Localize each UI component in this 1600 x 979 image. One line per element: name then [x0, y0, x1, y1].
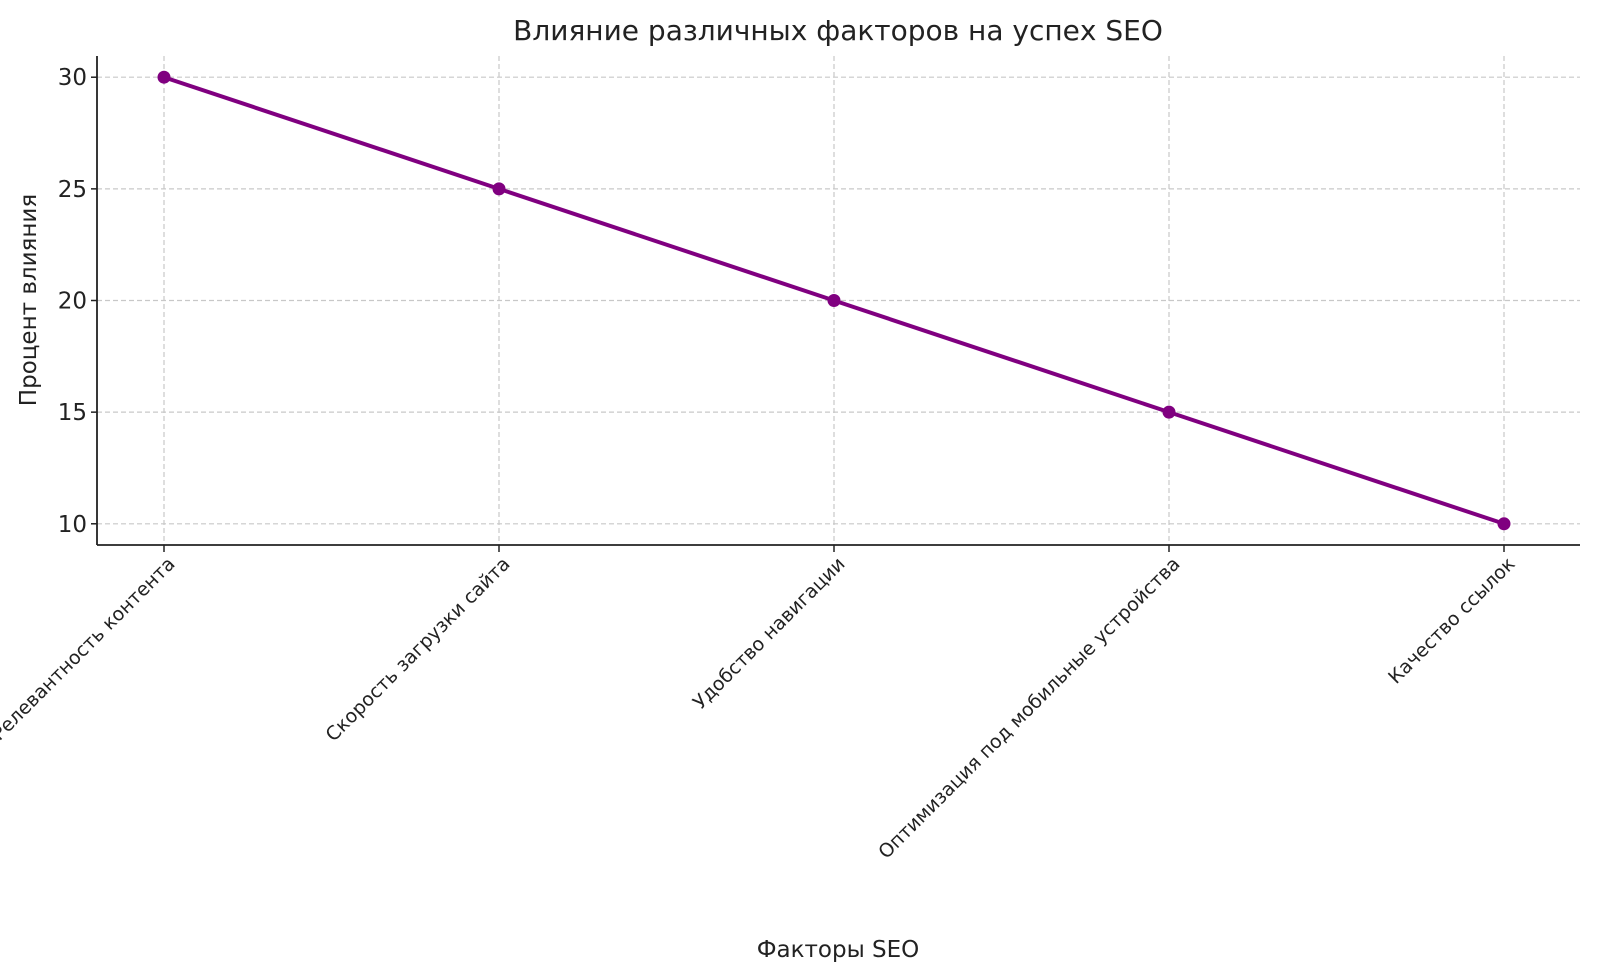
chart-title: Влияние различных факторов на успех SEO — [513, 14, 1163, 47]
x-tick-label: Качество ссылок — [1384, 553, 1519, 688]
data-point — [1162, 405, 1176, 419]
grid — [97, 56, 1580, 545]
y-tick-label: 25 — [58, 177, 87, 203]
x-tick-label: Релевантность контента — [0, 553, 180, 745]
data-point — [492, 182, 506, 196]
y-ticks: 10 15 20 25 30 — [58, 65, 97, 538]
x-tick-label: Скорость загрузки сайта — [322, 553, 515, 746]
x-axis-label: Факторы SEO — [757, 937, 920, 963]
x-ticks: Релевантность контента Скорость загрузки … — [0, 545, 1520, 863]
y-tick-label: 20 — [58, 289, 87, 315]
data-point — [827, 294, 841, 307]
y-axis-label: Процент влияния — [16, 194, 42, 406]
x-tick-label: Оптимизация под мобильные устройства — [874, 553, 1184, 863]
series — [157, 70, 1511, 531]
y-tick-label: 30 — [58, 65, 87, 91]
data-point — [157, 70, 171, 84]
y-tick-label: 10 — [58, 512, 87, 538]
x-tick-label: Удобство навигации — [689, 553, 850, 714]
y-tick-label: 15 — [58, 400, 87, 426]
data-point — [1497, 517, 1511, 531]
